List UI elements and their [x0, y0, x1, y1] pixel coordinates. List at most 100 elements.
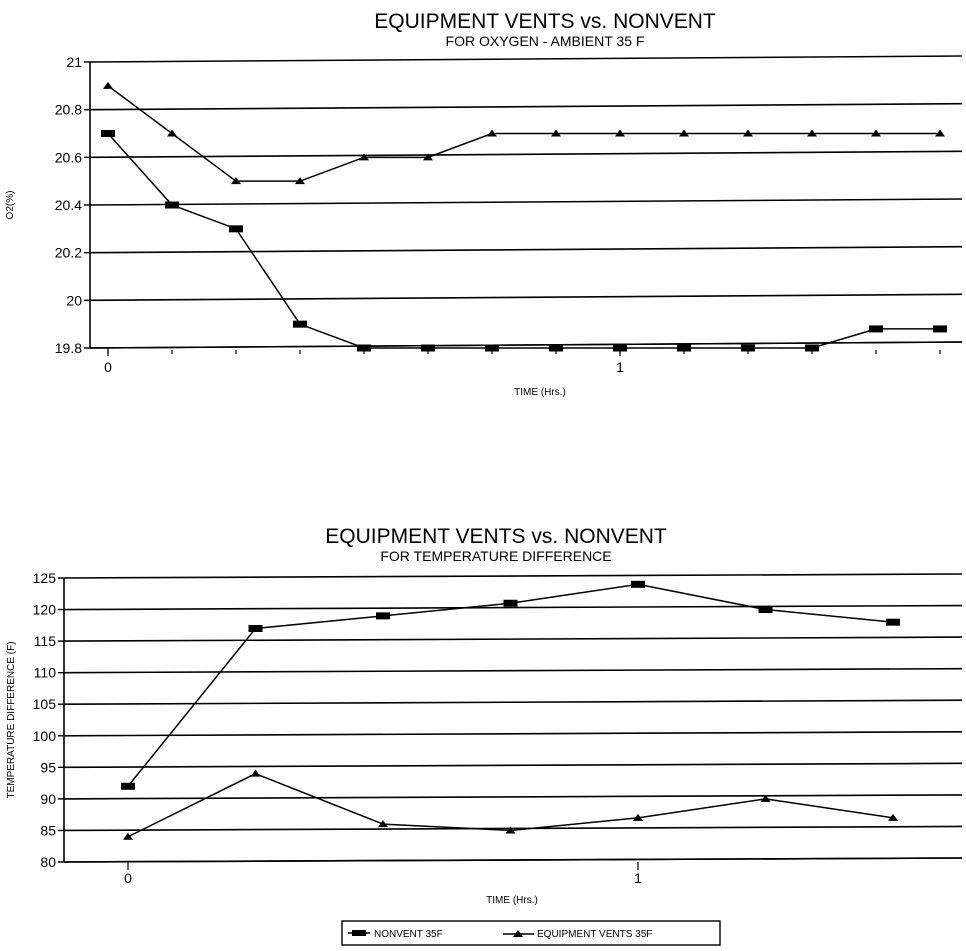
y-tick-label: 85 — [40, 822, 56, 838]
y-tick-label: 90 — [40, 791, 56, 807]
gridline — [89, 102, 963, 111]
data-point-square — [886, 618, 900, 626]
data-point-triangle — [359, 153, 369, 161]
series-line — [107, 132, 940, 349]
data-point-triangle — [123, 832, 133, 840]
data-point-triangle — [423, 153, 433, 161]
legend-label-equipment-vents: EQUIPMENT VENTS 35F — [537, 929, 652, 940]
data-point-square — [631, 580, 645, 588]
data-point-square — [485, 344, 499, 352]
y-tick-label: 20.6 — [55, 149, 82, 165]
gridline — [63, 730, 963, 737]
data-point-triangle — [103, 81, 113, 89]
x-axis — [89, 341, 963, 349]
y-tick-label: 95 — [40, 759, 56, 775]
data-point-triangle — [871, 129, 881, 137]
data-point-square — [421, 344, 435, 352]
chart-subtitle: FOR TEMPERATURE DIFFERENCE — [380, 548, 611, 564]
data-point-triangle — [615, 129, 625, 137]
gridline — [89, 150, 963, 159]
data-point-square — [758, 606, 773, 614]
data-point-triangle — [935, 129, 945, 137]
data-point-square — [503, 599, 518, 607]
data-point-square — [805, 344, 819, 352]
gridline — [89, 55, 963, 63]
data-point-square — [121, 782, 135, 790]
gridline — [63, 699, 963, 706]
data-point-triangle — [807, 129, 817, 137]
data-point-triangle — [378, 820, 388, 828]
x-tick-label: 1 — [634, 870, 642, 886]
y-tick-label: 105 — [33, 696, 57, 712]
legend-marker-square — [352, 930, 366, 936]
data-point-triangle — [633, 813, 643, 821]
legend: NONVENT 35F EQUIPMENT VENTS 35F — [341, 920, 721, 946]
gridline — [63, 636, 963, 642]
y-tick-label: 20 — [66, 292, 82, 308]
data-point-triangle — [167, 129, 177, 137]
data-point-triangle — [505, 826, 516, 834]
x-axis — [63, 857, 963, 863]
data-point-square — [293, 320, 307, 328]
data-point-square — [613, 344, 627, 352]
x-tick-label: 1 — [616, 359, 624, 375]
data-point-triangle — [679, 129, 689, 137]
gridline — [63, 825, 963, 832]
y-tick-label: 19.8 — [55, 340, 82, 356]
series-equipment-vents — [123, 769, 898, 840]
data-point-triangle — [487, 129, 497, 137]
data-point-square — [549, 344, 563, 352]
series-line — [127, 583, 894, 787]
gridline — [89, 293, 963, 302]
data-point-square — [741, 344, 755, 352]
y-tick-label: 125 — [33, 570, 57, 586]
data-point-square — [165, 201, 179, 209]
data-point-triangle — [295, 177, 305, 185]
gridline — [63, 762, 963, 769]
x-axis-label: TIME (Hrs.) — [486, 895, 538, 906]
y-tick-label: 110 — [34, 665, 57, 681]
y-tick-label: 21 — [66, 54, 82, 70]
data-point-square — [677, 344, 691, 352]
x-tick-label: 0 — [124, 870, 132, 886]
legend-box — [341, 920, 721, 946]
chart-subtitle: FOR OXYGEN - AMBIENT 35 F — [446, 33, 645, 49]
legend-marker-triangle — [513, 930, 523, 937]
series-nonvent — [101, 130, 947, 352]
gridline — [63, 573, 963, 579]
series-line — [107, 85, 940, 182]
gridline — [89, 198, 963, 206]
data-point-triangle — [231, 177, 241, 185]
data-point-triangle — [743, 129, 753, 137]
series-equipment-vents — [103, 81, 945, 185]
y-tick-label: 20.4 — [55, 197, 82, 213]
y-tick-label: 120 — [33, 602, 57, 618]
y-tick-label: 20.8 — [55, 102, 82, 118]
y-tick-label: 20.2 — [55, 245, 82, 261]
y-tick-label: 100 — [33, 728, 57, 744]
data-point-square — [869, 325, 883, 333]
gridline — [89, 245, 963, 254]
data-point-square — [933, 325, 947, 333]
data-point-triangle — [760, 794, 771, 802]
series-nonvent — [121, 580, 900, 790]
data-point-square — [376, 612, 390, 620]
data-point-square — [357, 344, 371, 352]
x-tick-label: 0 — [104, 359, 112, 375]
data-point-square — [229, 225, 243, 233]
x-axis-label: TIME (Hrs.) — [514, 387, 566, 398]
chart-title: EQUIPMENT VENTS vs. NONVENT — [374, 10, 716, 33]
legend-label-nonvent: NONVENT 35F — [374, 929, 443, 940]
data-point-triangle — [250, 769, 261, 777]
data-point-triangle — [888, 813, 898, 821]
gridline — [63, 794, 963, 800]
gridline — [63, 667, 963, 674]
y-axis-label: O2(%) — [5, 191, 16, 220]
data-point-triangle — [551, 129, 561, 137]
data-point-square — [101, 130, 115, 137]
data-point-square — [248, 624, 263, 632]
gridline — [63, 604, 963, 611]
